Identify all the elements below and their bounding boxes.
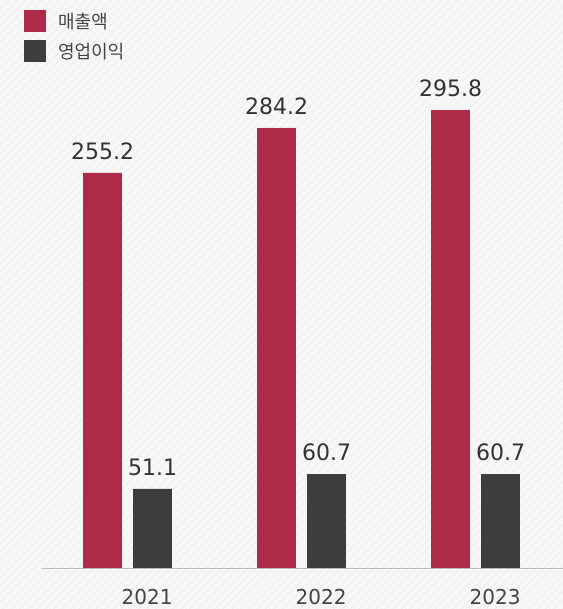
data-label-revenue-2023: 295.8 xyxy=(419,77,482,102)
bar-revenue-2021 xyxy=(83,172,122,569)
x-tick-label-2021: 2021 xyxy=(122,585,173,609)
x-tick-label-2023: 2023 xyxy=(470,585,521,609)
bar-revenue-2023 xyxy=(431,110,470,568)
data-label-operating-profit-2022: 60.7 xyxy=(302,441,351,466)
legend-item-revenue: 매출액 xyxy=(24,10,124,33)
bar-operating-profit-2021 xyxy=(133,488,172,568)
legend-swatch-operating-profit xyxy=(24,40,46,62)
bar-revenue-2022 xyxy=(257,127,296,568)
data-label-revenue-2021: 255.2 xyxy=(71,140,134,165)
bar-operating-profit-2022 xyxy=(307,474,346,568)
data-label-revenue-2022: 284.2 xyxy=(245,95,308,120)
legend: 매출액 영업이익 xyxy=(24,10,124,70)
bar-operating-profit-2023 xyxy=(481,474,520,568)
x-tick-label-2022: 2022 xyxy=(296,585,347,609)
data-label-operating-profit-2021: 51.1 xyxy=(128,456,177,481)
legend-label-revenue: 매출액 xyxy=(58,12,108,33)
legend-label-operating-profit: 영업이익 xyxy=(58,42,125,63)
legend-item-operating-profit: 영업이익 xyxy=(24,40,125,63)
data-label-operating-profit-2023: 60.7 xyxy=(476,441,525,466)
legend-swatch-revenue xyxy=(24,10,46,32)
